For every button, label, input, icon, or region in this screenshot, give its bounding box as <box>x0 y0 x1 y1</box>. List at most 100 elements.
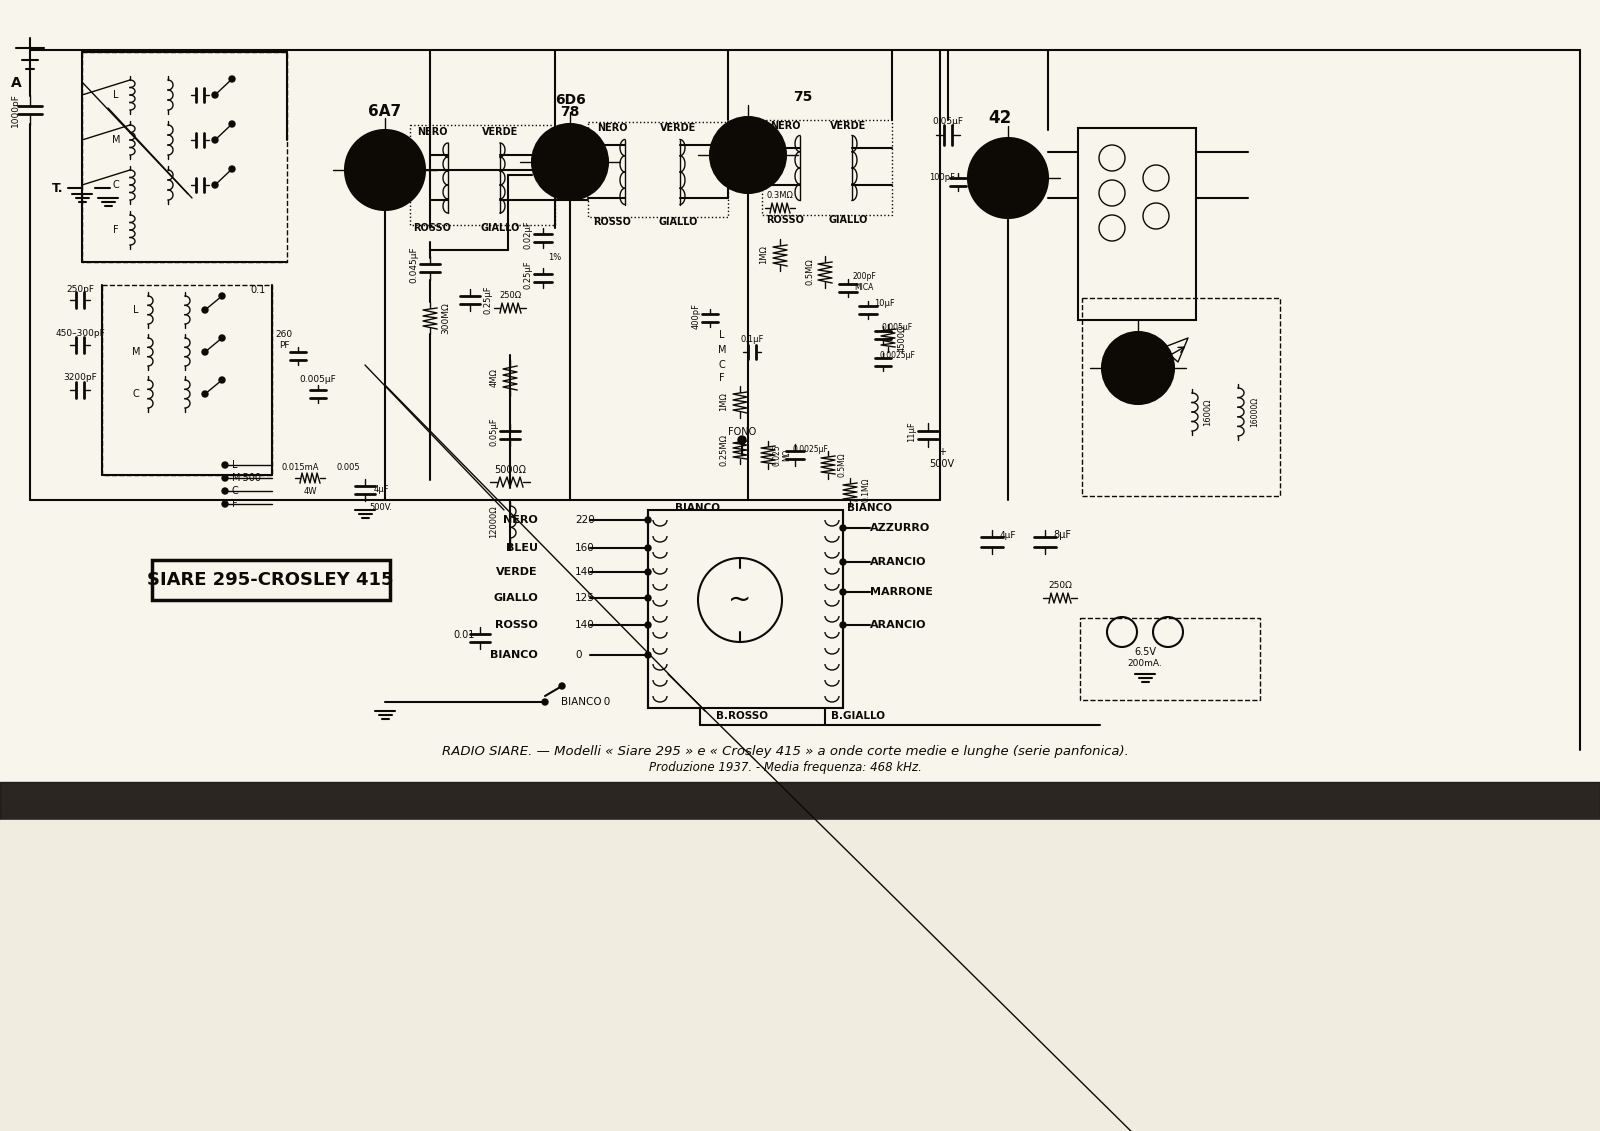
Bar <box>1078 128 1197 320</box>
Circle shape <box>738 435 746 444</box>
Text: 0.02μF: 0.02μF <box>523 221 533 249</box>
Text: 0.05μF: 0.05μF <box>933 118 963 127</box>
Text: 6D6: 6D6 <box>555 93 586 107</box>
Text: 1000pF: 1000pF <box>11 93 19 127</box>
Circle shape <box>840 589 846 595</box>
Text: 0: 0 <box>574 650 581 661</box>
Text: ROSSO: ROSSO <box>413 223 451 233</box>
Text: 75: 75 <box>794 90 813 104</box>
Bar <box>152 560 390 601</box>
Text: 0.005: 0.005 <box>336 464 360 473</box>
Text: 0.25μF: 0.25μF <box>523 260 533 290</box>
Text: 4μF: 4μF <box>373 485 389 494</box>
Circle shape <box>219 335 226 342</box>
Bar <box>648 510 843 708</box>
Text: F: F <box>114 225 118 235</box>
Text: NERO: NERO <box>597 123 627 133</box>
Text: 0.3MΩ: 0.3MΩ <box>766 191 794 200</box>
Text: 16000Ω: 16000Ω <box>1251 397 1259 428</box>
Text: FONO: FONO <box>728 428 757 437</box>
Text: 0.005μF: 0.005μF <box>299 375 336 385</box>
Text: C: C <box>112 180 120 190</box>
Circle shape <box>202 349 208 355</box>
Text: ~: ~ <box>728 586 752 614</box>
Text: 200pF
MICA: 200pF MICA <box>853 273 875 292</box>
Text: 125: 125 <box>574 593 595 603</box>
Text: 0.5MΩ: 0.5MΩ <box>805 259 814 285</box>
Bar <box>82 52 286 262</box>
Text: 250Ω: 250Ω <box>1048 581 1072 590</box>
Text: 100pF: 100pF <box>730 150 755 159</box>
Text: M: M <box>112 135 120 145</box>
Text: 78: 78 <box>560 105 579 119</box>
Circle shape <box>645 651 651 658</box>
Text: 5000Ω: 5000Ω <box>494 465 526 475</box>
Circle shape <box>840 525 846 530</box>
Text: L: L <box>232 460 237 470</box>
Text: 0.1MΩ: 0.1MΩ <box>861 477 870 502</box>
Text: 0.25μF: 0.25μF <box>483 286 493 314</box>
Text: AZZURRO: AZZURRO <box>870 523 930 533</box>
Text: BIANCO: BIANCO <box>675 503 720 513</box>
Text: SIARE 295-CROSLEY 415: SIARE 295-CROSLEY 415 <box>147 571 394 589</box>
Circle shape <box>840 622 846 628</box>
Text: NERO: NERO <box>504 515 538 525</box>
Text: 220: 220 <box>574 515 595 525</box>
Circle shape <box>346 130 426 210</box>
Text: 4MΩ: 4MΩ <box>490 369 499 388</box>
Text: MARRONE: MARRONE <box>870 587 933 597</box>
Circle shape <box>211 137 218 143</box>
Text: 11μF: 11μF <box>907 422 917 442</box>
Text: 250Ω: 250Ω <box>499 292 522 301</box>
Text: 140: 140 <box>574 620 595 630</box>
Text: 200mA.: 200mA. <box>1128 659 1162 668</box>
Circle shape <box>645 517 651 523</box>
Text: 0.045μF: 0.045μF <box>410 247 419 283</box>
Text: 450–300pF: 450–300pF <box>54 328 106 337</box>
Text: VERDE: VERDE <box>482 127 518 137</box>
Bar <box>1080 618 1261 700</box>
Text: 0.005μF: 0.005μF <box>882 323 912 333</box>
Text: BIANCO 0: BIANCO 0 <box>562 697 611 707</box>
Text: ARANCIO: ARANCIO <box>870 556 926 567</box>
Circle shape <box>211 182 218 188</box>
Circle shape <box>229 76 235 83</box>
Text: ROSSO: ROSSO <box>594 217 630 227</box>
Circle shape <box>229 121 235 127</box>
Text: 0.015mA: 0.015mA <box>282 464 318 473</box>
Text: BIANCO: BIANCO <box>490 650 538 661</box>
Text: 0.0025μF: 0.0025μF <box>792 446 827 455</box>
Text: 1600Ω: 1600Ω <box>1203 398 1213 425</box>
Text: 1%: 1% <box>549 253 562 262</box>
Text: ROSSO: ROSSO <box>496 620 538 630</box>
Circle shape <box>645 595 651 601</box>
Bar <box>410 126 555 225</box>
Text: B.ROSSO: B.ROSSO <box>717 711 768 720</box>
Circle shape <box>211 92 218 98</box>
Text: BLEU: BLEU <box>506 543 538 553</box>
Text: GIALLO: GIALLO <box>658 217 698 227</box>
Text: NERO: NERO <box>416 127 448 137</box>
Text: GIALLO: GIALLO <box>493 593 538 603</box>
Text: 1MΩ: 1MΩ <box>760 245 768 265</box>
Text: 12000Ω: 12000Ω <box>490 506 499 538</box>
Text: L: L <box>133 305 139 316</box>
Text: GIALLO: GIALLO <box>480 223 520 233</box>
Text: ROSSO: ROSSO <box>766 215 803 225</box>
Text: M 500: M 500 <box>232 473 261 483</box>
Text: T.: T. <box>53 181 64 195</box>
Circle shape <box>840 559 846 566</box>
Circle shape <box>1102 333 1174 404</box>
Text: 0.01: 0.01 <box>453 630 475 640</box>
Text: NERO: NERO <box>770 121 800 131</box>
Text: RADIO SIARE. — Modelli « Siare 295 » e « Crosley 415 » a onde corte medie e lung: RADIO SIARE. — Modelli « Siare 295 » e «… <box>442 745 1128 759</box>
Bar <box>589 122 728 217</box>
Text: 0.25MΩ: 0.25MΩ <box>720 434 728 466</box>
Text: C: C <box>133 389 139 399</box>
Text: 3200pF: 3200pF <box>62 373 98 382</box>
Circle shape <box>229 166 235 172</box>
Text: B.GIALLO: B.GIALLO <box>830 711 885 720</box>
Text: 0.0025μF: 0.0025μF <box>878 351 915 360</box>
Text: 300MΩ: 300MΩ <box>442 302 451 334</box>
Bar <box>0 0 1600 800</box>
